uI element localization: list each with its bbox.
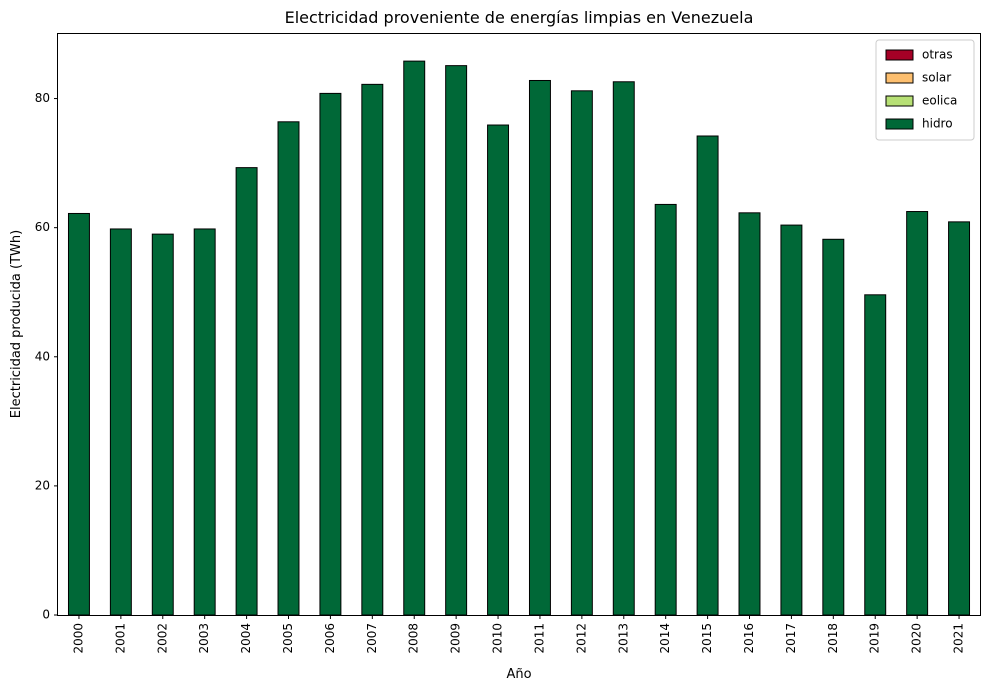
x-tick-label: 2007 <box>365 623 379 654</box>
x-axis-ticks: 2000 2001 2002 2003 2004 2005 2006 2007 2008 2009… <box>71 615 966 654</box>
bar-hidro-2014 <box>654 203 677 616</box>
legend-frame <box>875 39 975 141</box>
bar-hidro-2005 <box>277 121 300 616</box>
y-tick-label: 80 <box>35 91 50 105</box>
x-tick-label: 2017 <box>784 623 798 654</box>
x-tick-label: 2020 <box>910 623 924 654</box>
x-tick-label: 2016 <box>742 623 756 654</box>
x-tick-label: 2014 <box>658 623 672 654</box>
x-tick-label: 2004 <box>239 623 253 654</box>
bar-hidro-2006 <box>319 92 342 616</box>
plot-frame <box>57 33 981 616</box>
x-tick-label: 2006 <box>323 623 337 654</box>
bar-hidro-2010 <box>487 124 510 616</box>
bar-hidro-2019 <box>864 294 887 616</box>
x-tick-label: 2005 <box>281 623 295 654</box>
x-tick-label: 2009 <box>449 623 463 654</box>
legend-label-otras: otras <box>922 48 953 62</box>
legend-swatch-solar <box>885 72 914 84</box>
x-tick-label: 2015 <box>700 623 714 654</box>
bar-hidro-2013 <box>612 81 635 616</box>
y-tick-label: 20 <box>35 478 50 492</box>
y-tick-label: 60 <box>35 220 50 234</box>
bar-hidro-2001 <box>109 228 132 616</box>
legend-label-eolica: eolica <box>922 94 957 108</box>
x-tick-label: 2010 <box>491 623 505 654</box>
x-tick-label: 2018 <box>826 623 840 654</box>
y-axis-label: Electricidad producida (TWh) <box>9 230 24 418</box>
bar-hidro-2003 <box>193 228 216 616</box>
bar-hidro-2000 <box>67 212 90 616</box>
bar-hidro-2012 <box>570 90 593 616</box>
y-axis-ticks: 0 20 40 60 80 <box>35 91 58 622</box>
legend-label-hidro: hidro <box>922 117 953 131</box>
chart-title: Electricidad proveniente de energías lim… <box>285 8 754 27</box>
bar-hidro-2018 <box>822 238 845 616</box>
legend-swatch-otras <box>885 49 914 61</box>
x-tick-label: 2008 <box>407 623 421 654</box>
x-tick-label: 2019 <box>868 623 882 654</box>
x-axis-label: Año <box>506 667 531 682</box>
y-tick-label: 40 <box>35 349 50 363</box>
x-tick-label: 2011 <box>532 623 546 654</box>
y-tick-label: 0 <box>42 608 50 622</box>
bar-hidro-2016 <box>738 212 761 616</box>
x-tick-label: 2000 <box>71 623 85 654</box>
x-tick-label: 2001 <box>113 623 127 654</box>
legend-label-solar: solar <box>922 71 951 85</box>
x-tick-label: 2013 <box>616 623 630 654</box>
x-tick-label: 2002 <box>155 623 169 654</box>
bar-hidro-2008 <box>403 60 426 616</box>
bar-hidro-2017 <box>780 224 803 616</box>
bar-hidro-2021 <box>948 221 971 616</box>
bar-hidro-2011 <box>528 79 551 616</box>
bars-group <box>67 60 971 616</box>
legend-swatch-hidro <box>885 118 914 130</box>
bar-hidro-2002 <box>151 233 174 616</box>
x-tick-label: 2012 <box>574 623 588 654</box>
bar-hidro-2015 <box>696 135 719 616</box>
bar-hidro-2009 <box>445 65 468 616</box>
legend-swatch-eolica <box>885 95 914 107</box>
bar-hidro-2007 <box>361 83 384 616</box>
x-tick-label: 2021 <box>952 623 966 654</box>
legend: otras solar eolica hidro <box>875 39 975 141</box>
x-tick-label: 2003 <box>197 623 211 654</box>
bar-hidro-2020 <box>906 211 929 616</box>
bar-hidro-2004 <box>235 167 258 616</box>
